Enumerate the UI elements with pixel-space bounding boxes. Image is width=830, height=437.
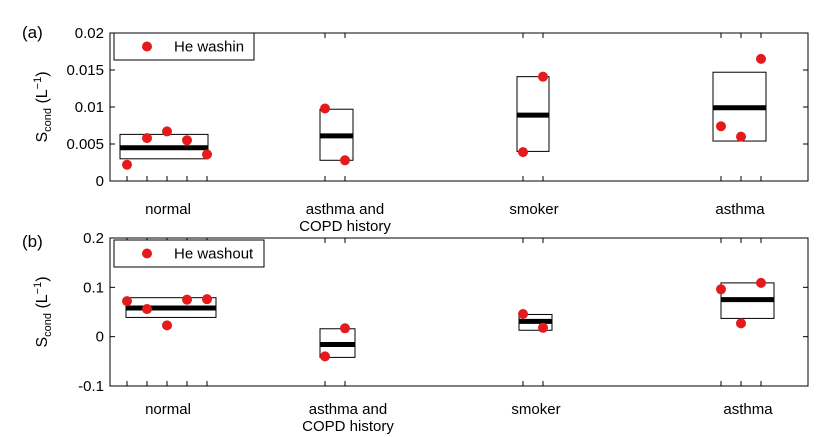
data-point <box>202 149 212 160</box>
legend: He washin <box>113 32 255 61</box>
category-label: asthma <box>715 201 765 218</box>
category-label: asthma <box>723 401 773 418</box>
panel-label: (a) <box>22 23 43 42</box>
category-label: normal <box>145 201 191 218</box>
data-point <box>716 121 726 132</box>
data-point <box>162 126 172 137</box>
data-point <box>202 294 212 305</box>
data-point <box>736 131 746 142</box>
data-point <box>538 322 548 333</box>
legend-marker <box>142 248 152 259</box>
data-point <box>182 294 192 305</box>
panel-a: 0 0.005 0.01 0.015 0.02 normal asthma andCOPD … <box>22 23 809 235</box>
data-point <box>142 133 152 144</box>
y-axis-label: Scond (L−1) <box>32 276 54 347</box>
legend-label: He washout <box>174 246 254 263</box>
data-point <box>756 53 766 64</box>
legend-marker <box>142 41 152 52</box>
y-tick-label: 0.02 <box>75 25 104 42</box>
category-label: normal <box>145 401 191 418</box>
y-tick-label: 0.2 <box>83 230 104 247</box>
data-point <box>122 296 132 307</box>
data-point <box>320 351 330 362</box>
y-tick-label: 0 <box>96 329 104 346</box>
legend: He washout <box>113 239 265 268</box>
data-point <box>736 318 746 329</box>
legend-box <box>113 239 265 268</box>
category-label: asthma and <box>309 401 387 418</box>
category-label: COPD history <box>299 218 391 235</box>
data-point <box>320 103 330 114</box>
data-point <box>182 135 192 146</box>
legend-label: He washin <box>174 39 244 56</box>
legend-box <box>113 32 255 61</box>
data-point <box>756 277 766 288</box>
category-label: asthma and <box>306 201 384 218</box>
axes-frame <box>109 237 809 387</box>
data-point <box>518 147 528 158</box>
category-label: COPD history <box>302 418 394 435</box>
data-point <box>122 159 132 170</box>
y-axis-label: Scond (L−1) <box>32 71 54 142</box>
panel-label: (b) <box>22 232 43 251</box>
data-point <box>538 71 548 82</box>
y-tick-label: -0.1 <box>78 378 104 395</box>
y-tick-label: 0.005 <box>66 136 104 153</box>
data-point <box>340 155 350 166</box>
category-label: smoker <box>511 401 560 418</box>
data-point <box>518 308 528 319</box>
y-tick-label: 0.01 <box>75 99 104 116</box>
category-label: smoker <box>509 201 558 218</box>
data-point <box>716 284 726 295</box>
data-point <box>142 304 152 315</box>
y-tick-label: 0 <box>96 173 104 190</box>
y-tick-label: 0.015 <box>66 62 104 79</box>
data-point <box>162 320 172 331</box>
data-point <box>340 323 350 334</box>
y-tick-label: 0.1 <box>83 279 104 296</box>
